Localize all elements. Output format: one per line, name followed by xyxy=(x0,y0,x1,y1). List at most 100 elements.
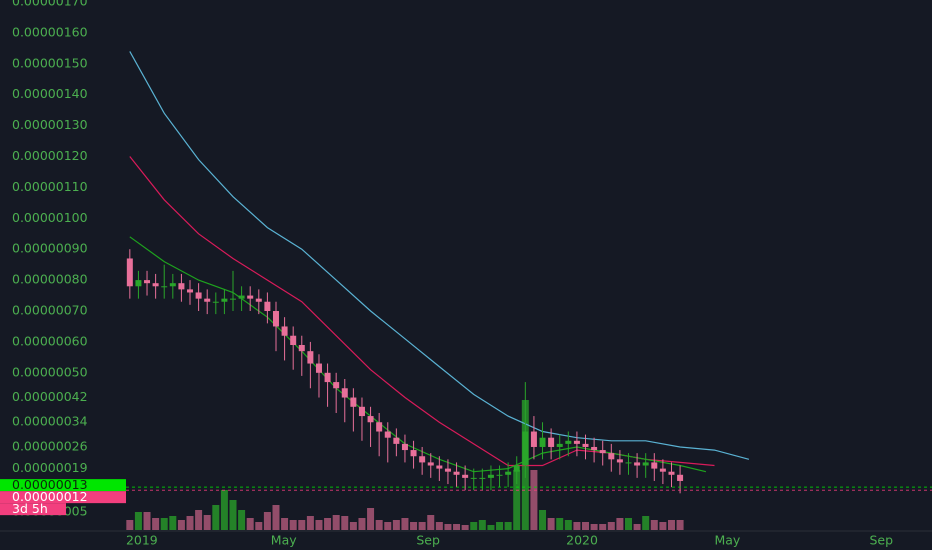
candle-body xyxy=(634,462,641,466)
volume-bar xyxy=(272,505,280,530)
volume-bar xyxy=(315,520,323,530)
volume-bar xyxy=(152,518,160,530)
candle-body xyxy=(582,443,589,447)
volume-bar xyxy=(169,516,177,530)
candle-body xyxy=(651,462,658,469)
volume-bar xyxy=(324,518,332,530)
candle-body xyxy=(565,440,572,444)
candle-body xyxy=(169,283,176,287)
x-tick-label: May xyxy=(271,533,297,548)
volume-bar xyxy=(504,522,512,530)
candle-body xyxy=(221,298,228,302)
x-tick-label: Sep xyxy=(869,533,893,548)
volume-bar xyxy=(487,525,495,530)
candle-body xyxy=(530,431,537,447)
y-tick-label: 0.00000019 xyxy=(12,460,88,475)
candle-body xyxy=(487,474,494,478)
candle-body xyxy=(281,326,288,336)
candle-body xyxy=(367,416,374,423)
candle-body xyxy=(453,471,460,475)
candle-body xyxy=(573,440,580,444)
candle-body xyxy=(161,286,168,288)
candle-body xyxy=(616,459,623,463)
volume-bar xyxy=(255,522,263,530)
volume-bar xyxy=(667,520,675,530)
volume-bar xyxy=(143,512,151,530)
y-tick-label: 0.00000034 xyxy=(12,414,88,429)
candle-body xyxy=(522,431,529,466)
candle-body xyxy=(556,443,563,447)
volume-bar xyxy=(186,516,194,530)
volume-bar xyxy=(298,520,306,530)
volume-bar xyxy=(616,518,624,530)
candle-body xyxy=(427,462,434,466)
price-tag xyxy=(0,479,126,492)
volume-bar xyxy=(470,522,478,530)
volume-bar xyxy=(332,515,340,530)
volume-bar xyxy=(160,518,168,530)
volume-bar xyxy=(607,522,615,530)
candle-body xyxy=(358,406,365,417)
candle-body xyxy=(668,471,675,475)
volume-bar xyxy=(564,520,572,530)
x-tick-label: 2020 xyxy=(566,533,598,548)
volume-bar xyxy=(444,524,452,530)
y-tick-label: 0.00000100 xyxy=(12,210,88,225)
volume-bar xyxy=(650,520,658,530)
volume-bar xyxy=(306,516,314,530)
y-tick-label: 0.00000090 xyxy=(12,241,88,256)
candle-body xyxy=(350,397,357,407)
candle-body xyxy=(642,462,649,466)
volume-bar xyxy=(212,505,220,530)
candle-body xyxy=(187,289,194,293)
volume-bar xyxy=(401,518,409,530)
price-tag-label: 0.00000013 xyxy=(12,477,88,492)
volume-bar xyxy=(375,520,383,530)
candle-body xyxy=(212,301,219,303)
candle-body xyxy=(401,443,408,451)
volume-bar xyxy=(220,490,228,530)
y-tick-label: 0.00000140 xyxy=(12,86,88,101)
price-tag-label: 0.00000012 xyxy=(12,489,88,504)
volume-bar xyxy=(556,518,564,530)
candle-body xyxy=(255,298,262,302)
candle-body xyxy=(384,431,391,438)
x-tick-label: 2019 xyxy=(126,533,158,548)
volume-bar xyxy=(195,510,203,530)
candle-body xyxy=(548,437,555,447)
x-tick-label: Sep xyxy=(416,533,440,548)
candle-body xyxy=(238,295,245,299)
volume-bar xyxy=(573,522,581,530)
x-tick-label: May xyxy=(714,533,740,548)
candle-body xyxy=(324,372,331,383)
volume-bar xyxy=(453,524,461,530)
candle-body xyxy=(410,450,417,457)
volume-bar xyxy=(263,512,271,530)
volume-bar xyxy=(418,522,426,530)
countdown-tag xyxy=(0,503,66,516)
volume-bar xyxy=(496,522,504,530)
volume-bar xyxy=(513,470,521,530)
volume-bar xyxy=(289,520,297,530)
y-tick-label: 0.00000080 xyxy=(12,272,88,287)
volume-bar xyxy=(547,518,555,530)
candle-body xyxy=(393,437,400,444)
y-tick-label: 0.00000060 xyxy=(12,333,88,348)
candle-body xyxy=(470,477,477,479)
volume-bar xyxy=(659,522,667,530)
volume-bar xyxy=(590,524,598,530)
volume-bar xyxy=(478,520,486,530)
y-tick-label: 0.00000120 xyxy=(12,148,88,163)
candle-body xyxy=(307,351,314,364)
candle-body xyxy=(496,474,503,476)
countdown-label: 3d 5h xyxy=(12,501,48,516)
volume-bar xyxy=(676,520,684,530)
candle-body xyxy=(195,292,202,299)
volume-bar xyxy=(599,524,607,530)
volume-bar xyxy=(229,500,237,530)
volume-bar xyxy=(177,520,185,530)
candle-body xyxy=(135,280,142,287)
volume-bar xyxy=(539,510,547,530)
volume-bar xyxy=(392,520,400,530)
